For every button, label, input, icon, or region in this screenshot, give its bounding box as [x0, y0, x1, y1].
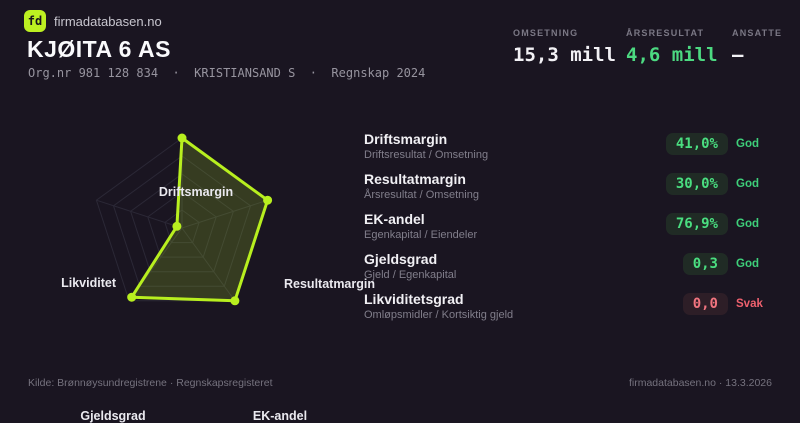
metric-name: Gjeldsgrad: [364, 251, 438, 267]
stat-value: –: [732, 44, 744, 66]
radar-axis-resultatmargin: Resultatmargin: [284, 277, 375, 291]
stat-label: ANSATTE: [732, 28, 783, 38]
radar-axis-gjeldsgrad: Gjeldsgrad: [80, 409, 146, 423]
footer-site-date[interactable]: firmadatabasen.no · 13.3.2026: [628, 377, 772, 389]
radar-chart: Driftsmargin Resultatmargin EK-andel Gje…: [20, 90, 375, 423]
radar-axis-driftsmargin: Driftsmargin: [158, 185, 234, 199]
metric-name: Driftsmargin: [364, 131, 448, 147]
radar-axis-likviditet: Likviditet: [61, 276, 116, 290]
page-title: KJØITA 6 AS: [27, 36, 171, 62]
brand-logo-icon[interactable]: fd: [24, 10, 46, 32]
metric-row-likviditetsgrad: Likviditetsgrad Omløpsmidler / Kortsikti…: [364, 291, 778, 331]
metric-row-resultatmargin: Resultatmargin Årsresultat / Omsetning 3…: [364, 171, 778, 211]
org-info-line: Org.nr 981 128 834 · KRISTIANSAND S · Re…: [28, 66, 426, 80]
stat-label: OMSETNING: [513, 28, 579, 38]
metric-formula: Årsresultat / Omsetning: [364, 189, 479, 202]
stat-label: ÅRSRESULTAT: [626, 28, 705, 38]
metric-value-badge: 41,0%: [665, 133, 728, 156]
metric-row-ek-andel: EK-andel Egenkapital / Eiendeler 76,9% G…: [364, 211, 778, 251]
metric-formula: Omløpsmidler / Kortsiktig gjeld: [364, 309, 514, 322]
stat-omsetning: OMSETNING 15,3 mill: [513, 28, 616, 66]
metric-rating: God: [736, 138, 759, 151]
metric-value-badge: 76,9%: [665, 213, 728, 236]
metric-name: Resultatmargin: [364, 171, 466, 187]
stat-value: 15,3 mill: [513, 44, 616, 66]
metric-row-driftsmargin: Driftsmargin Driftsresultat / Omsetning …: [364, 131, 778, 171]
metric-rating: God: [736, 178, 759, 191]
metric-name: Likviditetsgrad: [364, 291, 464, 307]
stat-arsresultat: ÅRSRESULTAT 4,6 mill: [626, 28, 718, 66]
metric-formula: Driftsresultat / Omsetning: [364, 149, 489, 162]
metric-name: EK-andel: [364, 211, 425, 227]
metric-value-badge: 30,0%: [665, 173, 728, 196]
radar-axis-ek-andel: EK-andel: [252, 409, 308, 423]
metric-rating: Svak: [736, 298, 763, 311]
metric-rating: God: [736, 218, 759, 231]
source-attribution: Kilde: Brønnøysundregistrene · Regnskaps…: [28, 377, 273, 389]
metric-value-badge: 0,0: [682, 293, 728, 316]
metric-row-gjeldsgrad: Gjeldsgrad Gjeld / Egenkapital 0,3 God: [364, 251, 778, 291]
stat-ansatte: ANSATTE –: [732, 28, 782, 66]
site-name[interactable]: firmadatabasen.no: [54, 14, 162, 29]
stat-value: 4,6 mill: [626, 44, 718, 66]
metrics-list: Driftsmargin Driftsresultat / Omsetning …: [364, 131, 778, 331]
metric-rating: God: [736, 258, 759, 271]
radar-svg: [95, 133, 273, 306]
metric-formula: Gjeld / Egenkapital: [364, 269, 457, 282]
metric-value-badge: 0,3: [682, 253, 728, 276]
metric-formula: Egenkapital / Eiendeler: [364, 229, 478, 242]
